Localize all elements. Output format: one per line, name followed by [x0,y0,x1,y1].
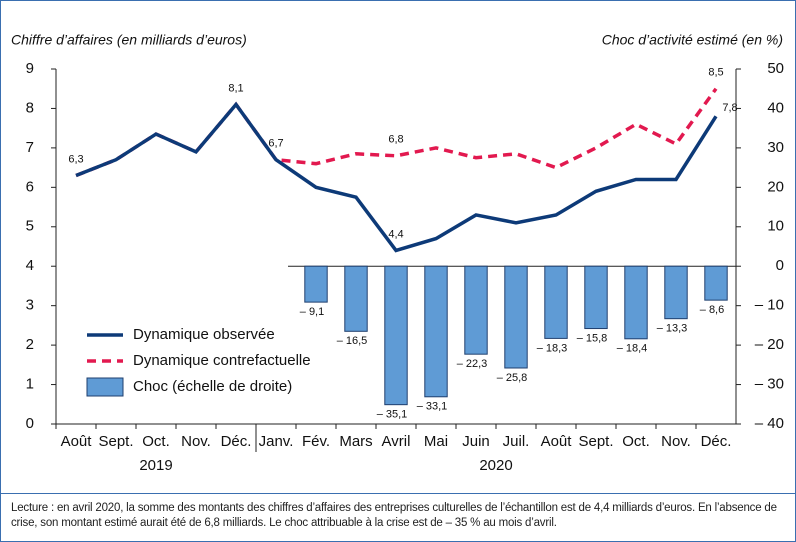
y-tick-label: 8 [26,99,34,116]
value-label: – 9,1 [300,306,324,318]
value-label: – 25,8 [497,372,528,384]
y2-tick-label: – 30 [755,376,784,393]
y-tick-label: 0 [26,415,34,432]
y2-axis-title: Choc d’activité estimé (en %) [602,32,783,48]
line [75,87,718,178]
value-label: 6,8 [388,134,403,146]
year-label: 2019 [139,457,172,474]
year-label: 2020 [479,457,512,474]
value-label: 7,8 [722,102,737,114]
value-label: 8,1 [228,82,243,94]
x-tick-label: Sept. [578,433,613,450]
value-label: – 8,6 [700,304,724,316]
x-tick-label: Déc. [221,433,252,450]
x-tick-label: Mai [424,433,448,450]
y-tick-label: 2 [26,336,34,353]
x-tick-label: Oct. [622,433,650,450]
y2-tick-label: 30 [767,139,784,156]
x-tick-label: Fév. [302,433,330,450]
bar [384,265,408,406]
value-label: 4,4 [388,228,403,240]
y-tick-label: 1 [26,376,34,393]
y-tick-label: 3 [26,297,34,314]
legend-label: Choc (échelle de droite) [133,378,292,395]
y2-tick-label: 0 [776,257,784,274]
legend-label: Dynamique contrefactuelle [133,352,311,369]
y-tick-label: 9 [26,60,34,77]
y-tick-label: 7 [26,139,34,156]
bar [704,265,728,301]
y2-tick-label: 40 [767,99,784,116]
x-tick-label: Oct. [142,433,170,450]
x-tick-label: Déc. [701,433,732,450]
legend-swatch [86,377,124,397]
value-label: – 18,4 [617,343,648,355]
bar [344,265,368,332]
x-tick-label: Août [541,433,573,450]
value-label: – 22,3 [457,358,488,370]
x-tick-label: Janv. [259,433,294,450]
bar [304,265,328,303]
value-label: 8,5 [708,67,723,79]
bar [664,265,688,320]
x-tick-label: Nov. [661,433,691,450]
bar [424,265,448,398]
y2-tick-label: – 10 [755,297,784,314]
y2-tick-label: 50 [767,60,784,77]
x-tick-label: Août [61,433,93,450]
x-tick-label: Nov. [181,433,211,450]
x-tick-label: Avril [382,433,411,450]
value-label: – 15,8 [577,332,608,344]
y2-tick-label: – 40 [755,415,784,432]
x-tick-label: Juin [462,433,490,450]
y-axis-title: Chiffre d’affaires (en milliards d’euros… [11,32,247,48]
y2-tick-label: 10 [767,218,784,235]
y-tick-label: 6 [26,178,34,195]
value-label: – 18,3 [537,342,568,354]
legend-label: Dynamique observée [133,326,275,343]
value-label: – 16,5 [337,335,368,347]
value-label: – 35,1 [377,409,408,421]
line [75,101,718,253]
y2-tick-label: 20 [767,178,784,195]
bar [544,265,568,339]
note: Lecture : en avril 2020, la somme des mo… [11,502,777,529]
bar [584,265,608,330]
chart: Chiffre d’affaires (en milliards d’euros… [11,32,784,474]
value-label: – 33,1 [417,401,448,413]
value-label: 6,7 [268,138,283,150]
bar [504,265,528,369]
x-tick-label: Sept. [98,433,133,450]
y2-tick-label: – 20 [755,336,784,353]
y-tick-label: 5 [26,218,34,235]
x-tick-label: Juil. [503,433,530,450]
y-tick-label: 4 [26,257,34,274]
value-label: – 13,3 [657,323,688,335]
bar [624,265,648,340]
separator [1,493,795,494]
x-tick-label: Mars [339,433,372,450]
value-label: 6,3 [68,153,83,165]
bar [464,265,488,355]
